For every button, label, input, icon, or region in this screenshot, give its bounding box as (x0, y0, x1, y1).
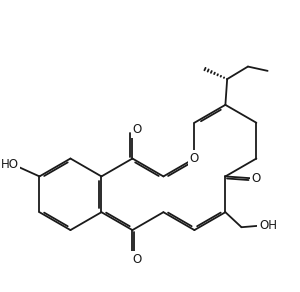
Text: OH: OH (259, 219, 277, 232)
Text: O: O (251, 172, 261, 185)
Text: HO: HO (0, 158, 18, 171)
Text: O: O (190, 152, 199, 165)
Text: O: O (133, 123, 142, 136)
Text: O: O (133, 253, 142, 265)
